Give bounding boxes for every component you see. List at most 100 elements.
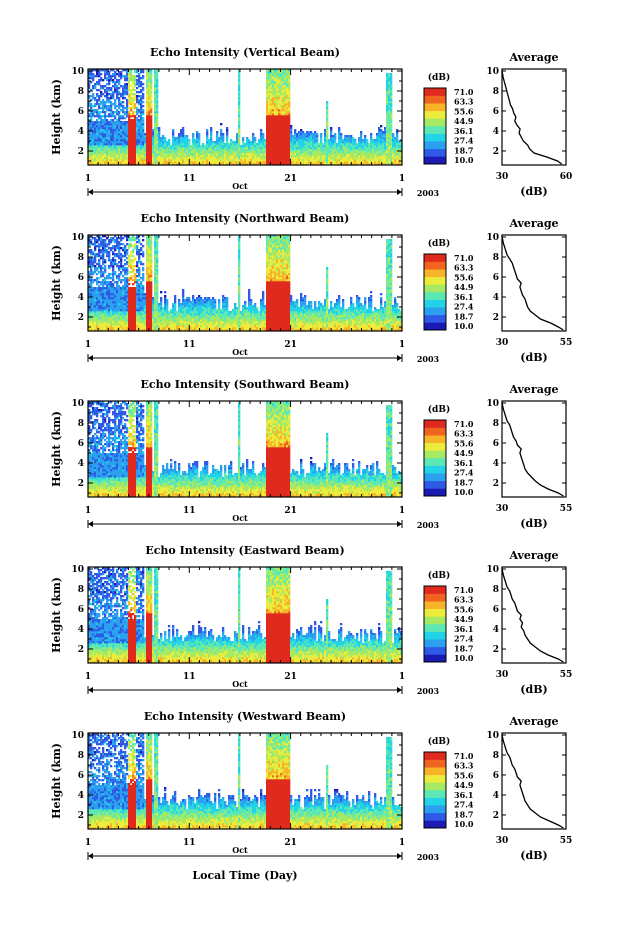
- intensity-cell: [88, 297, 91, 300]
- intensity-cell: [346, 163, 349, 166]
- intensity-cell: [300, 133, 303, 136]
- intensity-cell: [322, 161, 325, 164]
- intensity-cell: [162, 163, 165, 166]
- intensity-cell: [150, 73, 153, 76]
- intensity-cell: [362, 153, 365, 156]
- intensity-cell: [116, 159, 119, 162]
- intensity-cell: [134, 299, 137, 302]
- intensity-cell: [100, 307, 103, 310]
- intensity-cell: [390, 117, 393, 120]
- intensity-cell: [298, 161, 301, 164]
- intensity-cell: [102, 249, 105, 252]
- intensity-cell: [114, 313, 117, 316]
- intensity-cell: [116, 319, 119, 322]
- intensity-cell: [284, 151, 287, 154]
- intensity-cell: [326, 139, 329, 142]
- intensity-cell: [126, 73, 129, 76]
- intensity-cell: [138, 139, 141, 142]
- intensity-cell: [146, 309, 149, 312]
- intensity-cell: [124, 267, 127, 270]
- intensity-cell: [326, 133, 329, 136]
- intensity-cell: [312, 137, 315, 140]
- intensity-cell: [130, 149, 133, 152]
- intensity-cell: [124, 319, 127, 322]
- intensity-cell: [116, 69, 119, 72]
- intensity-cell: [294, 157, 297, 160]
- intensity-cell: [92, 87, 95, 90]
- intensity-cell: [326, 117, 329, 120]
- intensity-cell: [258, 149, 261, 152]
- intensity-cell: [224, 149, 227, 152]
- intensity-cell: [366, 155, 369, 158]
- intensity-cell: [140, 139, 143, 142]
- intensity-cell: [142, 109, 145, 112]
- intensity-cell: [340, 143, 343, 146]
- intensity-cell: [106, 287, 109, 290]
- intensity-cell: [132, 83, 135, 86]
- intensity-cell: [288, 95, 291, 98]
- intensity-cell: [156, 71, 159, 74]
- intensity-cell: [246, 155, 249, 158]
- intensity-cell: [390, 103, 393, 106]
- intensity-cell: [154, 107, 157, 110]
- intensity-cell: [386, 97, 389, 100]
- intensity-cell: [282, 109, 285, 112]
- intensity-cell: [352, 151, 355, 154]
- intensity-cell: [276, 77, 279, 80]
- intensity-cell: [146, 299, 149, 302]
- intensity-cell: [94, 253, 97, 256]
- intensity-cell: [116, 111, 119, 114]
- intensity-cell: [314, 135, 317, 138]
- intensity-cell: [110, 119, 113, 122]
- intensity-cell: [284, 115, 287, 118]
- intensity-cell: [118, 303, 121, 306]
- intensity-cell: [140, 153, 143, 156]
- intensity-cell: [292, 139, 295, 142]
- intensity-cell: [270, 119, 273, 122]
- intensity-cell: [112, 125, 115, 128]
- intensity-cell: [358, 155, 361, 158]
- intensity-cell: [314, 155, 317, 158]
- intensity-cell: [374, 151, 377, 154]
- intensity-cell: [308, 157, 311, 160]
- intensity-cell: [288, 119, 291, 122]
- intensity-cell: [112, 159, 115, 162]
- intensity-cell: [144, 133, 147, 136]
- intensity-cell: [252, 133, 255, 136]
- intensity-cell: [192, 159, 195, 162]
- intensity-cell: [138, 287, 141, 290]
- intensity-cell: [138, 137, 141, 140]
- intensity-cell: [278, 87, 281, 90]
- intensity-cell: [106, 123, 109, 126]
- intensity-cell: [258, 145, 261, 148]
- intensity-cell: [90, 291, 93, 294]
- colorbar-swatch: [424, 133, 446, 142]
- intensity-cell: [154, 129, 157, 132]
- intensity-cell: [302, 149, 305, 152]
- intensity-cell: [116, 305, 119, 308]
- intensity-cell: [226, 163, 229, 166]
- intensity-cell: [254, 155, 257, 158]
- intensity-cell: [324, 157, 327, 160]
- intensity-cell: [254, 151, 257, 154]
- intensity-cell: [88, 143, 91, 146]
- intensity-cell: [102, 135, 105, 138]
- intensity-cell: [280, 83, 283, 86]
- intensity-cell: [126, 103, 129, 106]
- intensity-cell: [102, 123, 105, 126]
- intensity-cell: [132, 131, 135, 134]
- intensity-cell: [306, 163, 309, 166]
- intensity-cell: [96, 161, 99, 164]
- intensity-cell: [138, 321, 141, 324]
- intensity-cell: [96, 123, 99, 126]
- intensity-cell: [92, 281, 95, 284]
- intensity-cell: [90, 319, 93, 322]
- intensity-cell: [180, 163, 183, 166]
- intensity-cell: [284, 125, 287, 128]
- intensity-cell: [252, 161, 255, 164]
- intensity-cell: [156, 87, 159, 90]
- intensity-cell: [390, 83, 393, 86]
- intensity-cell: [140, 133, 143, 136]
- intensity-cell: [112, 307, 115, 310]
- intensity-cell: [160, 149, 163, 152]
